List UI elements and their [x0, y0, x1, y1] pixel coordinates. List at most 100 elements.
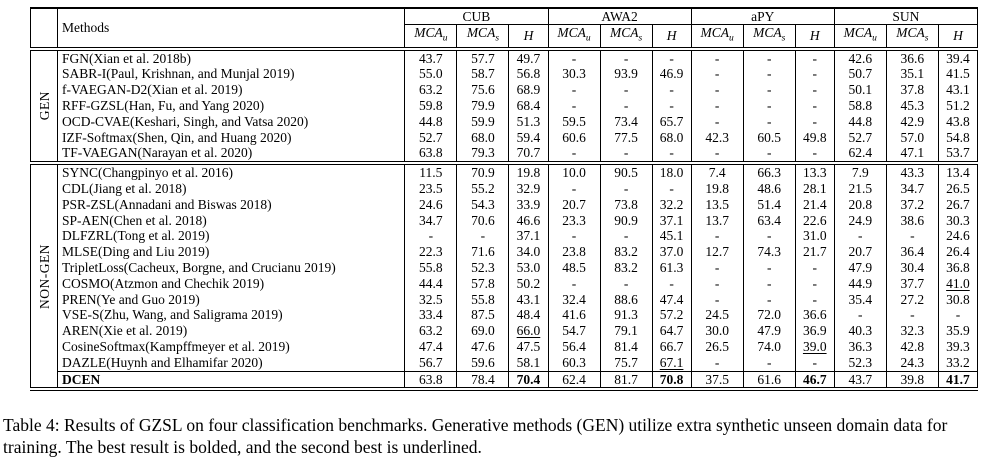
- value-cell: 57.7: [456, 48, 510, 67]
- value-cell: 21.7: [794, 244, 835, 261]
- value-cell: 47.9: [833, 260, 887, 276]
- subcol-header-mcas: MCAs: [742, 24, 796, 49]
- value-cell: 36.6: [885, 48, 939, 67]
- value-cell: -: [742, 82, 796, 99]
- value-cell: 71.6: [456, 244, 510, 261]
- value-cell: 44.8: [404, 113, 458, 130]
- value-cell: 39.8: [885, 370, 939, 390]
- value-cell: 59.6: [456, 354, 510, 372]
- value-cell: 75.6: [456, 82, 510, 99]
- value-cell: 63.2: [404, 82, 458, 99]
- value-cell: 81.4: [599, 339, 653, 355]
- value-cell: 32.9: [508, 181, 549, 197]
- dataset-header-apy: aPY: [690, 8, 835, 25]
- value-cell: 48.5: [547, 260, 601, 276]
- value-cell: 59.5: [547, 113, 601, 130]
- value-cell: -: [690, 260, 744, 276]
- row-group-rotated-text: NON-GEN: [36, 243, 52, 309]
- value-cell: 39.3: [937, 339, 979, 355]
- section-non-gen: NON-GEN SYNC(Changpinyo et al. 2016) 11.5 7…: [29, 163, 979, 390]
- value-cell: 59.9: [456, 113, 510, 130]
- value-cell: -: [742, 260, 796, 276]
- value-cell: 43.1: [508, 291, 549, 308]
- value-cell: 53.0: [508, 260, 549, 276]
- value-cell: 52.3: [833, 354, 887, 372]
- value-cell: 54.8: [937, 129, 979, 146]
- dataset-header-cub: CUB: [404, 8, 549, 25]
- table-row: DCEN 63.8 78.4 70.4 62.4 81.7 70.8 37.5 61.6 46.7…: [31, 370, 979, 390]
- value-cell: 37.0: [651, 244, 692, 261]
- method-cell: SP-AEN(Chen et al. 2018): [57, 212, 406, 229]
- value-cell: 19.8: [690, 181, 744, 197]
- table-row: PSR-ZSL(Annadani and Biswas 2018) 24.6 54.…: [31, 196, 979, 213]
- subcol-subscript: s: [495, 33, 500, 44]
- value-cell: 68.0: [456, 129, 510, 146]
- value-cell: -: [547, 228, 601, 245]
- value-cell: 38.6: [885, 212, 939, 229]
- subcol-base: H: [666, 27, 677, 43]
- value-cell: 22.6: [794, 212, 835, 229]
- value-cell: -: [794, 260, 835, 276]
- value-cell: 55.8: [404, 260, 458, 276]
- value-cell: -: [794, 66, 835, 83]
- value-cell: -: [794, 275, 835, 292]
- subcol-subscript: s: [638, 33, 643, 44]
- subcol-subscript: u: [585, 33, 591, 44]
- value-cell: 51.3: [508, 113, 549, 130]
- value-cell: 79.9: [456, 98, 510, 114]
- value-cell: 67.1: [651, 354, 692, 372]
- value-cell: 78.4: [456, 370, 510, 390]
- value-cell: 26.5: [690, 339, 744, 355]
- value-cell: -: [547, 98, 601, 114]
- value-cell: 44.8: [833, 113, 887, 130]
- table-row: f-VAEGAN-D2(Xian et al. 2019) 63.2 75.6 68.…: [31, 82, 979, 99]
- value-cell: -: [690, 48, 744, 67]
- table-row: CosineSoftmax(Kampffmeyer et al. 2019) 47…: [31, 339, 979, 355]
- results-table: Methods CUB AWA2 aPY SUN MCAu MCAs H MCAu MCAs H MC…: [29, 7, 979, 392]
- method-cell: COSMO(Atzmon and Chechik 2019): [57, 275, 406, 292]
- value-cell: 41.6: [547, 307, 601, 324]
- value-cell: 70.9: [456, 163, 510, 182]
- value-cell: 24.5: [690, 307, 744, 324]
- value-cell: 36.6: [794, 307, 835, 324]
- value-cell: 57.2: [651, 307, 692, 324]
- value-cell: -: [742, 291, 796, 308]
- row-group-label-non-gen: NON-GEN: [29, 163, 59, 390]
- table-row: TripletLoss(Cacheux, Borgne, and Crucian…: [31, 260, 979, 276]
- value-cell: 12.7: [690, 244, 744, 261]
- header-subcol-row: MCAu MCAs H MCAu MCAs H MCAu MCAs H MCAu MCAs H: [31, 24, 979, 49]
- value-cell: 24.9: [833, 212, 887, 229]
- value-cell: 57.8: [456, 275, 510, 292]
- value-cell: 79.3: [456, 145, 510, 164]
- value-cell: 35.1: [885, 66, 939, 83]
- subcol-header-h: H: [508, 24, 549, 49]
- value-cell: 35.9: [937, 323, 979, 340]
- row-group-label-gen: GEN: [29, 48, 59, 164]
- subcol-header-mcas: MCAs: [599, 24, 653, 49]
- value-cell: 59.4: [508, 129, 549, 146]
- subcol-header-mcas: MCAs: [885, 24, 939, 49]
- value-cell: -: [794, 48, 835, 67]
- method-cell: AREN(Xie et al. 2019): [57, 323, 406, 340]
- value-cell: 30.0: [690, 323, 744, 340]
- method-cell: CDL(Jiang et al. 2018): [57, 181, 406, 197]
- value-cell: 66.3: [742, 163, 796, 182]
- value-cell: 90.5: [599, 163, 653, 182]
- value-cell: -: [742, 48, 796, 67]
- value-cell: -: [456, 228, 510, 245]
- value-cell: 54.7: [547, 323, 601, 340]
- value-cell: 56.8: [508, 66, 549, 83]
- value-cell: -: [599, 275, 653, 292]
- value-cell: 27.2: [885, 291, 939, 308]
- value-cell: 40.3: [833, 323, 887, 340]
- value-cell: 36.4: [885, 244, 939, 261]
- value-cell: 60.5: [742, 129, 796, 146]
- value-cell: -: [690, 291, 744, 308]
- value-cell: 56.4: [547, 339, 601, 355]
- subcol-base: MCA: [557, 25, 586, 40]
- value-cell: 34.7: [404, 212, 458, 229]
- value-cell: 23.3: [547, 212, 601, 229]
- value-cell: 87.5: [456, 307, 510, 324]
- method-cell: TF-VAEGAN(Narayan et al. 2020): [57, 145, 406, 164]
- value-cell: -: [547, 275, 601, 292]
